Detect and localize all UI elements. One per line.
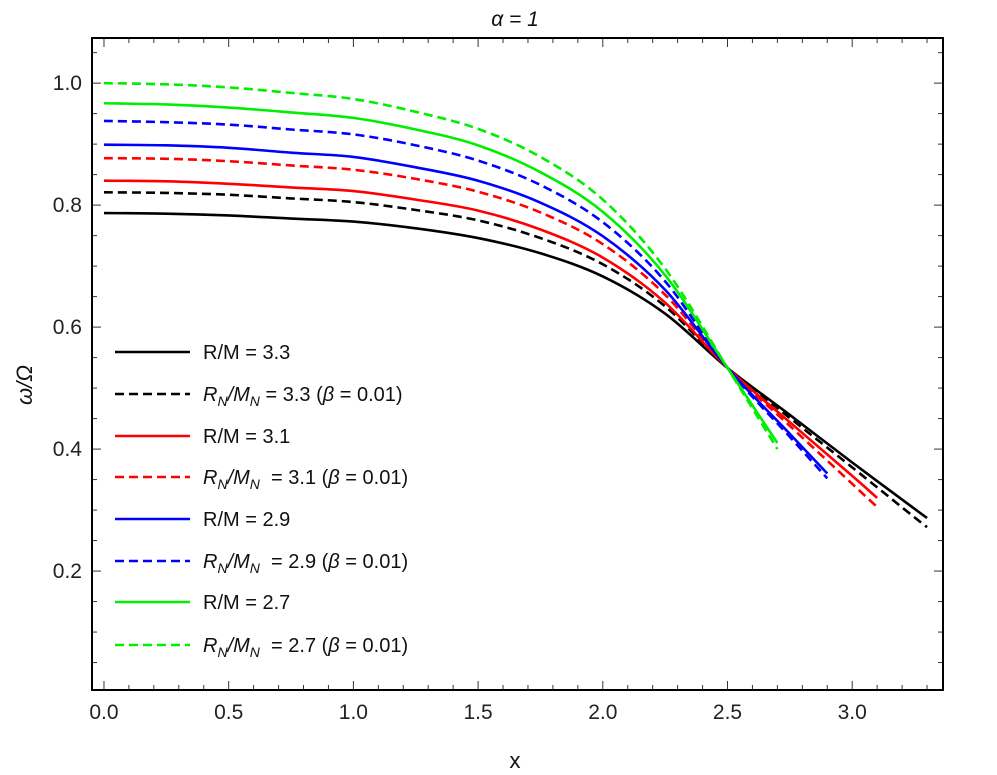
series-line-6 — [103, 101, 779, 444]
y-tick-label: 0.4 — [53, 438, 83, 461]
series-line-4 — [103, 143, 829, 475]
x-tick-label: 1.0 — [339, 701, 368, 724]
legend-entry: RN/MN = 2.9 (β = 0.01) — [203, 551, 408, 576]
legend-entry: R/M = 2.7 — [203, 592, 290, 614]
legend-entry: R/M = 3.1 — [203, 426, 290, 448]
series-line-5 — [103, 119, 829, 480]
x-axis-label: x — [510, 748, 521, 773]
legend-entry: RN/MN = 3.1 (β = 0.01) — [203, 467, 408, 492]
legend: R/M = 3.3 RN/MN = 3.3 (β = 0.01) R/M = 3.1… — [115, 342, 408, 660]
legend-entry: R/M = 3.3 — [203, 342, 290, 364]
series-line-3 — [103, 156, 879, 508]
x-tick-label: 2.0 — [588, 701, 617, 724]
plot-frame — [91, 37, 944, 691]
y-axis-label: ω/Ω — [12, 365, 37, 405]
x-tick-label: 2.5 — [713, 701, 742, 724]
chart-title: α = 1 — [491, 8, 539, 31]
x-tick-label: 3.0 — [838, 701, 867, 724]
series-line-1 — [103, 191, 928, 529]
axis-ticks: 0.0 0.5 1.0 1.5 2.0 2.5 3.0 0.2 0.4 0.6 0.8 1.0 — [53, 38, 943, 724]
x-tick-label: 0.5 — [214, 701, 243, 724]
y-tick-label: 0.8 — [53, 194, 82, 217]
legend-entry: RN/MN = 2.7 (β = 0.01) — [203, 635, 408, 660]
x-tick-label: 0.0 — [89, 701, 118, 724]
y-tick-label: 0.6 — [53, 316, 82, 339]
y-tick-label: 1.0 — [53, 72, 82, 95]
legend-entry: RN/MN = 3.3 (β = 0.01) — [203, 384, 403, 409]
series-line-0 — [103, 211, 928, 520]
x-tick-label: 1.5 — [463, 701, 492, 724]
series-line-7 — [103, 81, 779, 450]
y-tick-label: 0.2 — [53, 560, 82, 583]
plot-curves — [103, 81, 928, 529]
series-line-2 — [103, 179, 879, 499]
legend-entry: R/M = 2.9 — [203, 509, 290, 531]
